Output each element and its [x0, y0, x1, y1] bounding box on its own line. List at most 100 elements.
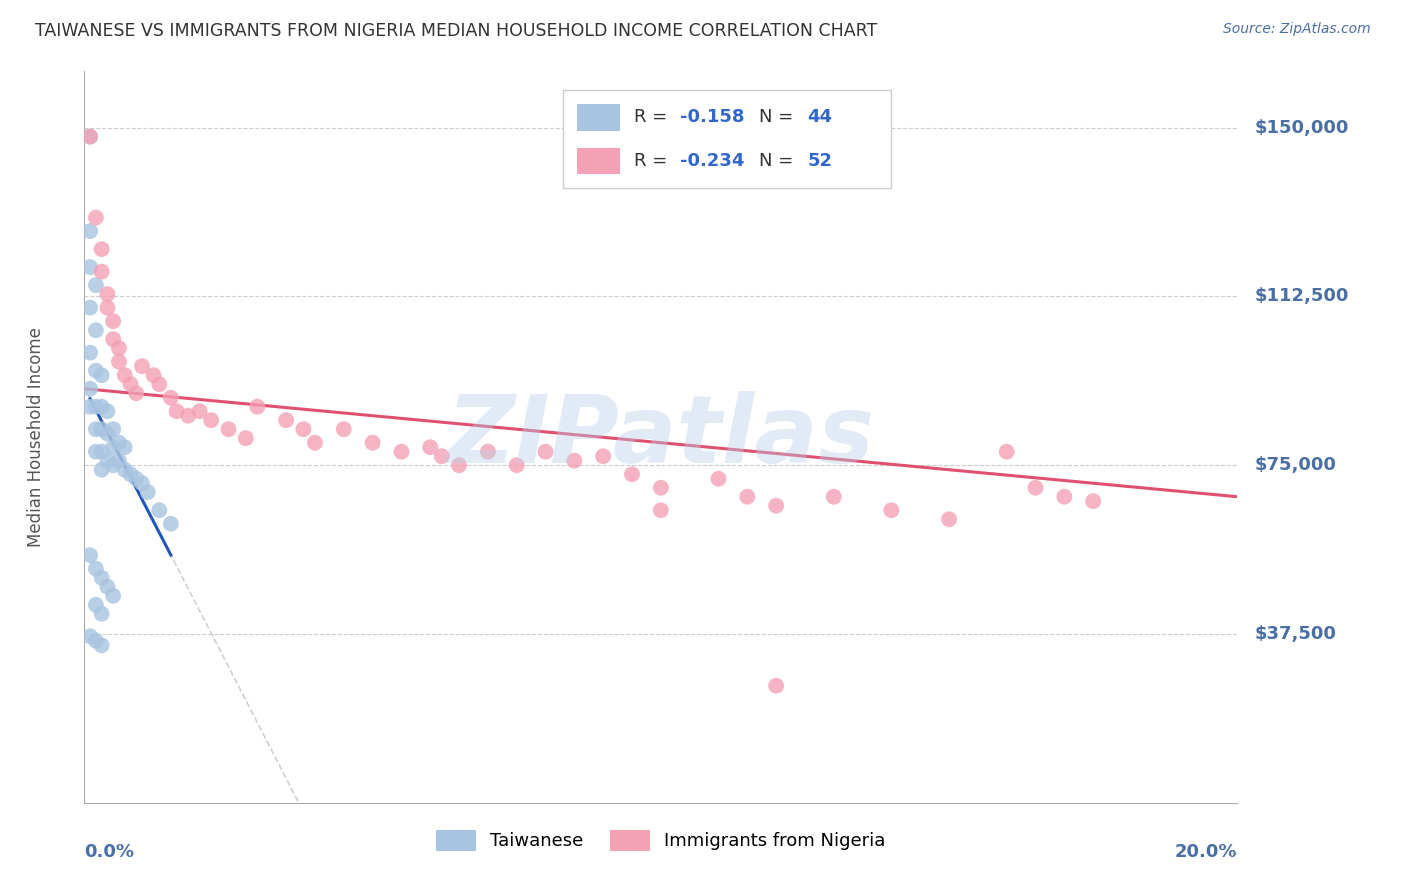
- Point: [90, 400, 112, 414]
- Point: [96, 287, 118, 301]
- Point: [108, 435, 131, 450]
- Point: [84, 278, 107, 293]
- Point: [114, 440, 136, 454]
- Point: [218, 422, 240, 436]
- Point: [90, 571, 112, 585]
- Text: R =: R =: [634, 109, 673, 127]
- Point: [131, 476, 153, 491]
- Point: [142, 368, 165, 383]
- Text: -0.158: -0.158: [681, 109, 745, 127]
- Point: [84, 562, 107, 576]
- Point: [707, 472, 730, 486]
- Point: [96, 580, 118, 594]
- Point: [84, 211, 107, 225]
- Text: Median Household Income: Median Household Income: [27, 327, 45, 547]
- Point: [90, 607, 112, 621]
- Text: 52: 52: [807, 153, 832, 170]
- Point: [114, 368, 136, 383]
- Point: [995, 444, 1018, 458]
- Point: [96, 404, 118, 418]
- Point: [188, 404, 211, 418]
- Text: Source: ZipAtlas.com: Source: ZipAtlas.com: [1223, 22, 1371, 37]
- Point: [276, 413, 298, 427]
- Point: [79, 345, 101, 359]
- Point: [650, 481, 672, 495]
- Point: [90, 422, 112, 436]
- Point: [449, 458, 471, 473]
- Point: [79, 260, 101, 275]
- Point: [103, 440, 124, 454]
- Text: $37,500: $37,500: [1254, 625, 1337, 643]
- Point: [621, 467, 644, 482]
- Point: [96, 426, 118, 441]
- Point: [650, 503, 672, 517]
- Point: [1053, 490, 1076, 504]
- Point: [160, 391, 183, 405]
- Point: [114, 463, 136, 477]
- Text: $150,000: $150,000: [1254, 119, 1348, 136]
- Text: 0.0%: 0.0%: [84, 843, 135, 861]
- Point: [534, 444, 557, 458]
- Text: TAIWANESE VS IMMIGRANTS FROM NIGERIA MEDIAN HOUSEHOLD INCOME CORRELATION CHART: TAIWANESE VS IMMIGRANTS FROM NIGERIA MED…: [35, 22, 877, 40]
- Point: [90, 638, 112, 652]
- Point: [79, 400, 101, 414]
- Point: [419, 440, 441, 454]
- Point: [96, 453, 118, 467]
- Bar: [576, 104, 620, 130]
- Point: [125, 386, 148, 401]
- Point: [84, 598, 107, 612]
- Point: [148, 503, 170, 517]
- Point: [592, 449, 614, 463]
- Point: [90, 463, 112, 477]
- Point: [79, 224, 101, 238]
- Point: [96, 301, 118, 315]
- Text: $112,500: $112,500: [1254, 287, 1348, 305]
- Point: [84, 422, 107, 436]
- Point: [177, 409, 200, 423]
- Point: [333, 422, 356, 436]
- Legend: Taiwanese, Immigrants from Nigeria: Taiwanese, Immigrants from Nigeria: [430, 824, 891, 856]
- Point: [84, 444, 107, 458]
- Point: [79, 129, 101, 144]
- Point: [823, 490, 845, 504]
- Point: [108, 354, 131, 368]
- Text: 20.0%: 20.0%: [1175, 843, 1237, 861]
- Point: [103, 332, 124, 346]
- Point: [131, 359, 153, 374]
- Point: [200, 413, 222, 427]
- Point: [1083, 494, 1105, 508]
- Point: [79, 129, 101, 144]
- Text: $75,000: $75,000: [1254, 456, 1337, 475]
- Point: [79, 548, 101, 562]
- Point: [90, 242, 112, 256]
- Point: [79, 629, 101, 643]
- FancyBboxPatch shape: [562, 90, 891, 188]
- Point: [103, 422, 124, 436]
- Point: [84, 323, 107, 337]
- Point: [103, 589, 124, 603]
- Point: [90, 265, 112, 279]
- Point: [84, 400, 107, 414]
- Point: [125, 472, 148, 486]
- Point: [90, 368, 112, 383]
- Text: N =: N =: [759, 153, 799, 170]
- Point: [430, 449, 453, 463]
- Point: [166, 404, 188, 418]
- Point: [148, 377, 170, 392]
- Point: [79, 382, 101, 396]
- Point: [304, 435, 326, 450]
- Point: [880, 503, 903, 517]
- Point: [84, 633, 107, 648]
- Text: R =: R =: [634, 153, 673, 170]
- Point: [108, 341, 131, 355]
- Text: -0.234: -0.234: [681, 153, 745, 170]
- Point: [103, 314, 124, 328]
- Point: [737, 490, 759, 504]
- Point: [765, 499, 787, 513]
- Point: [938, 512, 960, 526]
- Point: [90, 444, 112, 458]
- Point: [765, 679, 787, 693]
- Point: [235, 431, 257, 445]
- Point: [361, 435, 384, 450]
- Point: [292, 422, 315, 436]
